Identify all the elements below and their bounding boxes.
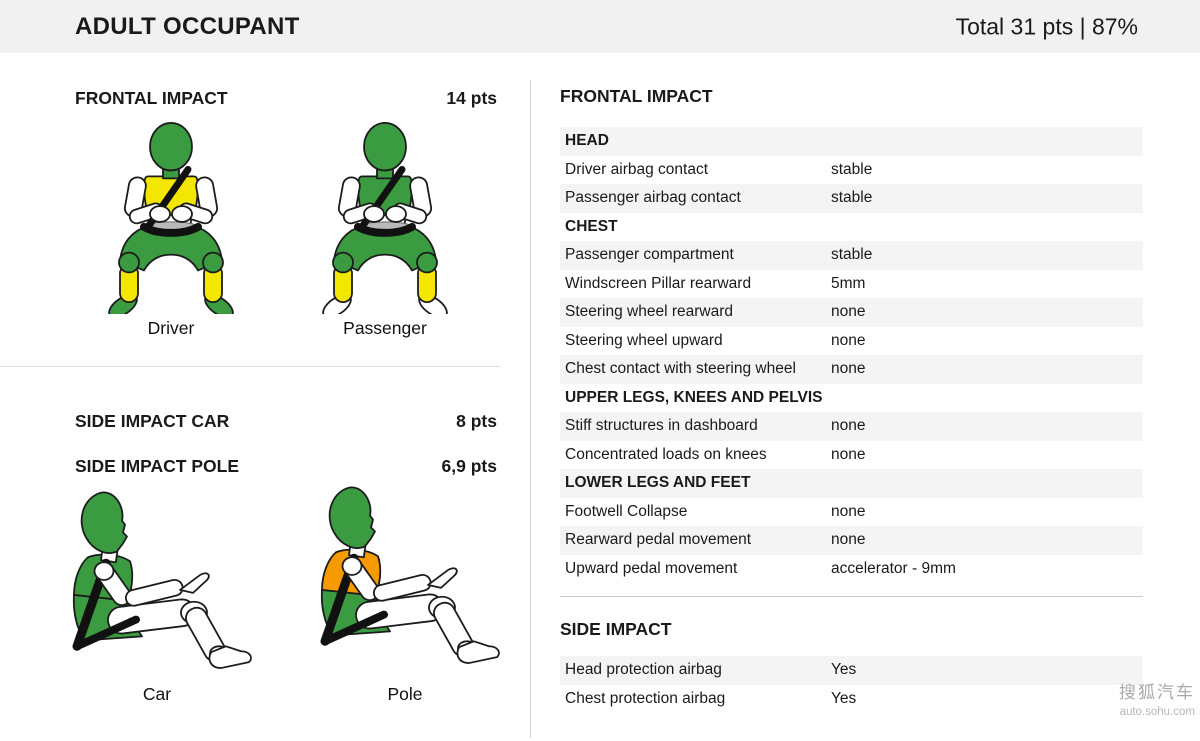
table-row: Upward pedal movement accelerator - 9mm [560,555,1143,584]
passenger-figure-label: Passenger [343,318,427,338]
details-panel: FRONTAL IMPACT HEAD Driver airbag contact… [560,86,1143,713]
row-value: none [831,417,866,434]
row-label: Concentrated loads on knees [565,445,767,463]
side-car-dummy-figure [52,488,262,674]
watermark-sohu-auto: 搜狐汽车 [1119,683,1195,702]
page-header: ADULT OCCUPANT Total 31 pts | 87% [0,0,1200,53]
page-title: ADULT OCCUPANT [75,12,300,40]
section-row: CHEST [560,213,1143,242]
row-value: none [831,531,866,548]
row-label: Passenger airbag contact [565,189,741,206]
side-impact-pole-points: 6,9 pts [441,456,497,476]
row-value: stable [831,189,873,206]
row-label: Chest contact with steering wheel [565,360,796,377]
row-value: Yes [831,689,857,707]
left-section-divider [0,366,500,367]
row-value: none [831,445,866,463]
row-label: Rearward pedal movement [565,531,752,548]
row-value: stable [831,246,873,263]
side-impact-car-heading: SIDE IMPACT CAR 8 pts [75,411,497,432]
pole-figure-label: Pole [387,684,423,704]
row-value: none [831,331,866,349]
car-figure-label: Car [142,684,172,704]
section-row: UPPER LEGS, KNEES AND PELVIS [560,384,1143,413]
table-row: Passenger compartment stable [560,241,1143,270]
section-row: LOWER LEGS AND FEET [560,469,1143,498]
row-value: Yes [831,661,857,678]
side-impact-pole-heading: SIDE IMPACT POLE 6,9 pts [75,456,497,477]
side-impact-pole-title: SIDE IMPACT POLE [75,456,239,476]
side-crash-dummy-icon [72,491,252,669]
row-value: none [831,303,866,320]
table-row: Driver airbag contact stable [560,156,1143,185]
row-label: Upward pedal movement [565,559,738,577]
row-label: Driver airbag contact [565,160,709,178]
side-impact-car-title: SIDE IMPACT CAR [75,411,230,431]
row-label: Steering wheel rearward [565,303,734,320]
table-row: Steering wheel upward none [560,327,1143,356]
side-table-title: SIDE IMPACT [560,619,672,639]
side-impact-car-points: 8 pts [456,411,497,431]
row-value: 5mm [831,274,866,292]
total-score: Total 31 pts | 87% [955,13,1138,39]
table-row: Stiff structures in dashboard none [560,412,1143,441]
front-crash-dummy-icon [322,122,448,314]
frontal-impact-title: FRONTAL IMPACT [75,88,228,108]
table-row: Passenger airbag contact stable [560,184,1143,213]
site-watermark: 搜狐汽车 auto.sohu.com [1119,682,1195,720]
table-row: Chest protection airbag Yes [560,685,1143,714]
driver-dummy-figure [104,116,238,314]
front-crash-dummy-icon [108,122,234,314]
frontal-impact-points: 14 pts [446,88,497,108]
side-crash-dummy-icon [320,486,500,664]
table-row: Steering wheel rearward none [560,298,1143,327]
side-pole-dummy-figure [300,483,510,669]
table-bottom-divider [560,596,1143,597]
watermark-url: auto.sohu.com [1119,705,1195,718]
table-row: Chest contact with steering wheel none [560,355,1143,384]
row-label: Stiff structures in dashboard [565,417,758,434]
row-value: none [831,502,866,520]
frontal-impact-heading: FRONTAL IMPACT 14 pts [75,88,497,109]
row-label: Footwell Collapse [565,502,688,520]
frontal-table-title: FRONTAL IMPACT [560,86,713,106]
panel-vertical-divider [530,80,531,738]
driver-figure-label: Driver [147,318,195,338]
row-label: Passenger compartment [565,246,734,263]
table-row: Footwell Collapse none [560,498,1143,527]
section-label: HEAD [565,132,609,149]
section-label: LOWER LEGS AND FEET [565,474,751,491]
side-impact-table: Head protection airbag Yes Chest protectio… [560,656,1143,713]
frontal-impact-table: HEAD Driver airbag contact stable Passenger… [560,127,1143,583]
row-value: stable [831,160,873,178]
table-row: Windscreen Pillar rearward 5mm [560,270,1143,299]
row-label: Head protection airbag [565,661,722,678]
table-row: Rearward pedal movement none [560,526,1143,555]
row-label: Chest protection airbag [565,689,726,707]
table-row: Concentrated loads on knees none [560,441,1143,470]
section-label: UPPER LEGS, KNEES AND PELVIS [565,388,823,406]
row-value: accelerator - 9mm [831,559,956,577]
passenger-dummy-figure [318,116,452,314]
row-label: Windscreen Pillar rearward [565,274,752,292]
section-row: HEAD [560,127,1143,156]
section-label: CHEST [565,217,618,235]
table-row: Head protection airbag Yes [560,656,1143,685]
row-value: none [831,360,866,377]
row-label: Steering wheel upward [565,331,723,349]
